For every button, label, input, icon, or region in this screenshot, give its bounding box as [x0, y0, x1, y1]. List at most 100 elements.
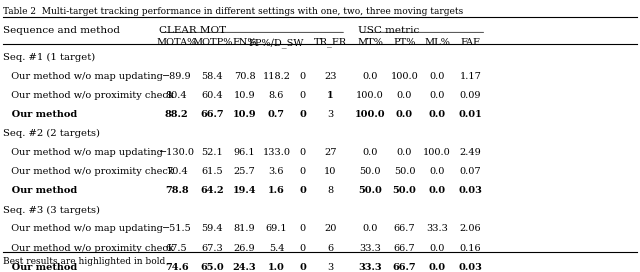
Text: 0.0: 0.0 [429, 262, 445, 271]
Text: 0.0: 0.0 [429, 243, 445, 252]
Text: 0.7: 0.7 [268, 110, 285, 119]
Text: Our method: Our method [5, 262, 77, 271]
Text: 20: 20 [324, 224, 337, 233]
Text: 26.9: 26.9 [234, 243, 255, 252]
Text: 67.5: 67.5 [166, 243, 188, 252]
Text: 1.17: 1.17 [460, 72, 481, 81]
Text: Our method: Our method [5, 110, 77, 119]
Text: 74.6: 74.6 [165, 262, 188, 271]
Text: 0.16: 0.16 [460, 243, 481, 252]
Text: 0.0: 0.0 [429, 186, 445, 195]
Text: 50.0: 50.0 [392, 186, 417, 195]
Text: 0.0: 0.0 [429, 110, 445, 119]
Text: 67.3: 67.3 [202, 243, 223, 252]
Text: 70.4: 70.4 [166, 167, 188, 176]
Text: 0: 0 [300, 110, 306, 119]
Text: 0.0: 0.0 [362, 148, 378, 157]
Text: −51.5: −51.5 [162, 224, 191, 233]
Text: 0: 0 [300, 91, 306, 100]
Text: Our method w/o map updating: Our method w/o map updating [5, 148, 163, 157]
Text: 0.0: 0.0 [397, 148, 412, 157]
Text: 64.2: 64.2 [201, 186, 224, 195]
Text: Our method w/o map updating: Our method w/o map updating [5, 72, 163, 81]
Text: 10.9: 10.9 [234, 91, 255, 100]
Text: Our method: Our method [5, 186, 77, 195]
Text: 8: 8 [327, 186, 333, 195]
Text: 50.0: 50.0 [359, 167, 381, 176]
Text: 1: 1 [327, 91, 333, 100]
Text: 0: 0 [300, 167, 306, 176]
Text: 3: 3 [327, 110, 333, 119]
Text: Our method w/o proximity check: Our method w/o proximity check [5, 243, 174, 252]
Text: 66.7: 66.7 [394, 224, 415, 233]
Text: 66.7: 66.7 [201, 110, 224, 119]
Text: Best results are highlighted in bold: Best results are highlighted in bold [3, 257, 166, 266]
Text: Seq. #3 (3 targets): Seq. #3 (3 targets) [3, 205, 100, 215]
Text: 0.07: 0.07 [460, 167, 481, 176]
Text: 70.8: 70.8 [234, 72, 255, 81]
Text: 59.4: 59.4 [202, 224, 223, 233]
Text: 8.6: 8.6 [269, 91, 284, 100]
Text: 100.0: 100.0 [390, 72, 419, 81]
Text: 0: 0 [300, 262, 306, 271]
Text: 0.0: 0.0 [429, 91, 445, 100]
Text: 0.03: 0.03 [458, 186, 483, 195]
Text: 100.0: 100.0 [355, 110, 385, 119]
Text: FP%∕D_SW: FP%∕D_SW [249, 38, 304, 48]
Text: 60.4: 60.4 [202, 91, 223, 100]
Text: 0.0: 0.0 [429, 167, 445, 176]
Text: 5.4: 5.4 [269, 243, 284, 252]
Text: 0: 0 [300, 224, 306, 233]
Text: 0: 0 [300, 186, 306, 195]
Text: 0.0: 0.0 [429, 72, 445, 81]
Text: 1.6: 1.6 [268, 186, 285, 195]
Text: 27: 27 [324, 148, 337, 157]
Text: −130.0: −130.0 [159, 148, 195, 157]
Text: 0: 0 [300, 148, 306, 157]
Text: 80.4: 80.4 [166, 91, 188, 100]
Text: 33.3: 33.3 [358, 262, 381, 271]
Text: 88.2: 88.2 [165, 110, 188, 119]
Text: 100.0: 100.0 [423, 148, 451, 157]
Text: 133.0: 133.0 [262, 148, 291, 157]
Text: Seq. #1 (1 target): Seq. #1 (1 target) [3, 53, 95, 62]
Text: 78.8: 78.8 [165, 186, 188, 195]
Text: TR_FR: TR_FR [314, 38, 347, 47]
Text: 3: 3 [327, 262, 333, 271]
Text: 23: 23 [324, 72, 337, 81]
Text: 2.06: 2.06 [460, 224, 481, 233]
Text: 69.1: 69.1 [266, 224, 287, 233]
Text: 24.3: 24.3 [233, 262, 256, 271]
Text: 0.0: 0.0 [397, 91, 412, 100]
Text: Table 2  Multi-target tracking performance in different settings with one, two, : Table 2 Multi-target tracking performanc… [3, 7, 463, 16]
Text: PT%: PT% [394, 38, 415, 47]
Text: 0.09: 0.09 [460, 91, 481, 100]
Text: Our method w/o map updating: Our method w/o map updating [5, 224, 163, 233]
Text: 66.7: 66.7 [393, 262, 416, 271]
Text: MOTP%: MOTP% [192, 38, 233, 47]
Text: 81.9: 81.9 [234, 224, 255, 233]
Text: 0: 0 [300, 72, 306, 81]
Text: 19.4: 19.4 [233, 186, 256, 195]
Text: 33.3: 33.3 [426, 224, 448, 233]
Text: 96.1: 96.1 [234, 148, 255, 157]
Text: 0.0: 0.0 [362, 224, 378, 233]
Text: CLEAR MOT: CLEAR MOT [159, 26, 226, 35]
Text: 0.03: 0.03 [458, 262, 483, 271]
Text: MT%: MT% [357, 38, 383, 47]
Text: 0.0: 0.0 [396, 110, 413, 119]
Text: FN%: FN% [232, 38, 257, 47]
Text: Our method w/o proximity check: Our method w/o proximity check [5, 91, 174, 100]
Text: 3.6: 3.6 [269, 167, 284, 176]
Text: −89.9: −89.9 [162, 72, 191, 81]
Text: 50.0: 50.0 [394, 167, 415, 176]
Text: Sequence and method: Sequence and method [3, 26, 120, 35]
Text: 58.4: 58.4 [202, 72, 223, 81]
Text: 61.5: 61.5 [202, 167, 223, 176]
Text: 50.0: 50.0 [358, 186, 382, 195]
Text: 33.3: 33.3 [359, 243, 381, 252]
Text: 1.0: 1.0 [268, 262, 285, 271]
Text: 65.0: 65.0 [200, 262, 225, 271]
Text: 118.2: 118.2 [262, 72, 291, 81]
Text: 0.01: 0.01 [458, 110, 483, 119]
